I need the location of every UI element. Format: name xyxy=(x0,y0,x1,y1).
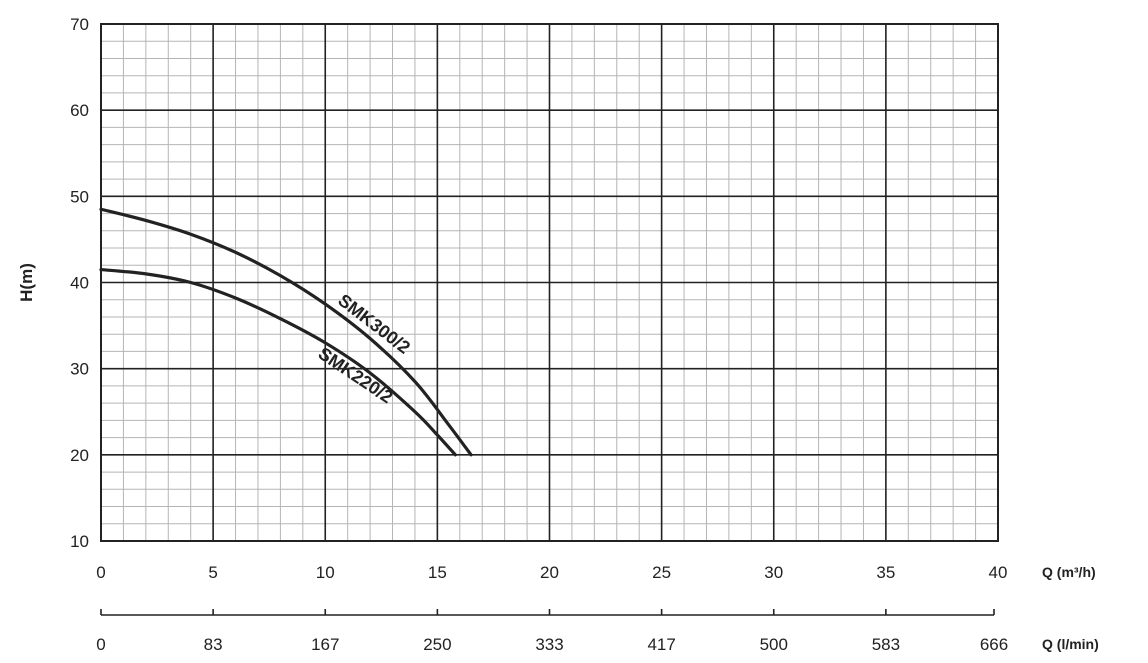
curve-label-smk300-2: SMK300/2 xyxy=(334,290,414,358)
y-tick-label: 50 xyxy=(70,187,89,206)
y-tick-label: 70 xyxy=(70,15,89,34)
x-tick-label: 10 xyxy=(316,563,335,582)
y-tick-label: 10 xyxy=(70,532,89,551)
secondary-x-tick-label: 167 xyxy=(311,635,339,654)
secondary-x-tick-label: 417 xyxy=(647,635,675,654)
curves xyxy=(99,207,473,457)
x-tick-label: 15 xyxy=(428,563,447,582)
secondary-x-tick-label: 583 xyxy=(872,635,900,654)
secondary-x-tick-label: 250 xyxy=(423,635,451,654)
x-tick-label: 5 xyxy=(208,563,217,582)
x-tick-label: 0 xyxy=(96,563,105,582)
x-tick-label: 20 xyxy=(540,563,559,582)
curve-smk300-2 xyxy=(99,207,473,457)
y-tick-label: 40 xyxy=(70,274,89,293)
y-tick-labels: 10 20 30 40 50 60 70 xyxy=(70,15,89,551)
x-tick-labels: 0 5 10 15 20 25 30 35 40 xyxy=(96,563,1007,582)
y-tick-label: 20 xyxy=(70,446,89,465)
secondary-x-axis: 0 83 167 250 333 417 500 583 666 xyxy=(96,609,1008,654)
plot-frame xyxy=(100,23,999,542)
x-axis-unit-label: Q (m³/h) xyxy=(1042,564,1096,580)
secondary-x-tick-label: 83 xyxy=(204,635,223,654)
x-tick-label: 40 xyxy=(989,563,1008,582)
secondary-x-axis-unit-label: Q (l/min) xyxy=(1042,636,1099,652)
x-tick-label: 25 xyxy=(652,563,671,582)
secondary-x-tick-label: 0 xyxy=(96,635,105,654)
y-tick-label: 30 xyxy=(70,360,89,379)
secondary-x-tick-label: 333 xyxy=(535,635,563,654)
curve-smk220-2 xyxy=(99,267,457,457)
secondary-x-tick-label: 500 xyxy=(760,635,788,654)
secondary-x-tick-label: 666 xyxy=(980,635,1008,654)
y-axis-title: H(m) xyxy=(17,263,36,302)
x-tick-label: 30 xyxy=(764,563,783,582)
y-tick-label: 60 xyxy=(70,101,89,120)
x-tick-label: 35 xyxy=(876,563,895,582)
